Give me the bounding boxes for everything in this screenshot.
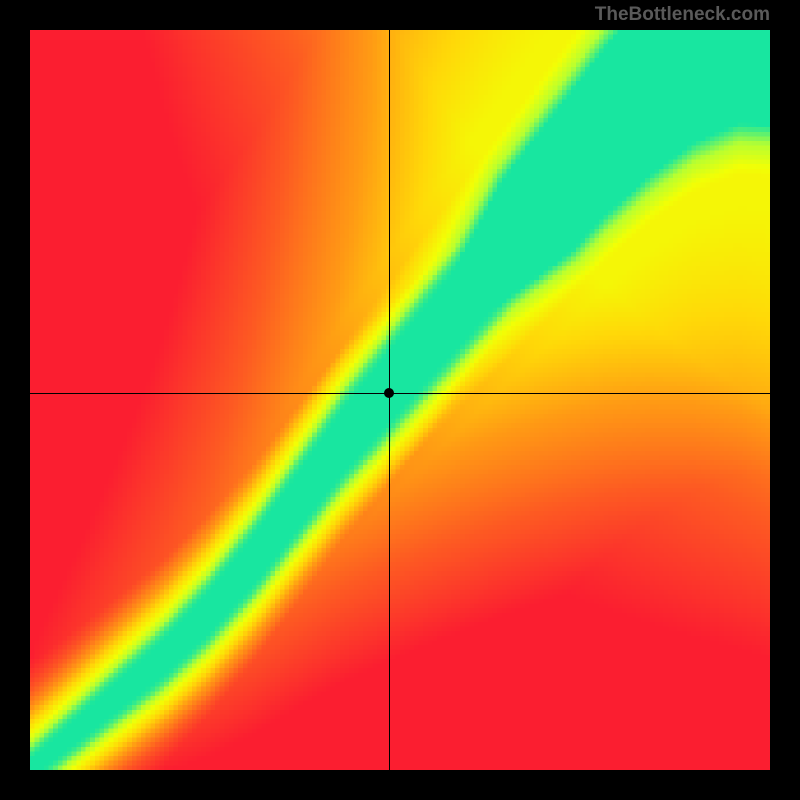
heatmap-canvas bbox=[30, 30, 770, 770]
watermark-text: TheBottleneck.com bbox=[595, 4, 770, 26]
data-point-marker bbox=[384, 388, 394, 398]
crosshair-horizontal bbox=[30, 393, 770, 394]
crosshair-vertical bbox=[389, 30, 390, 770]
heatmap-plot bbox=[30, 30, 770, 770]
